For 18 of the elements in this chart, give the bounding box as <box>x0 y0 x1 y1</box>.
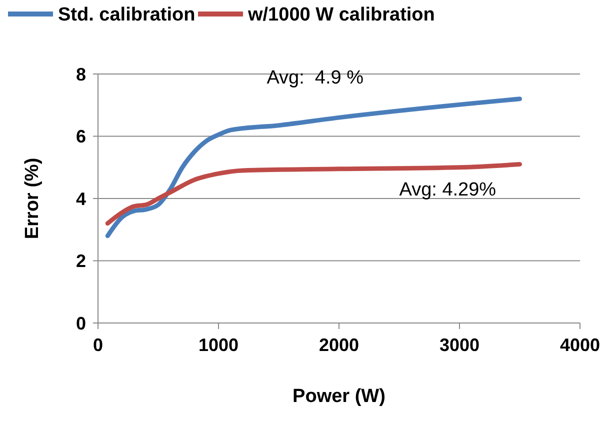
line-series <box>105 96 522 238</box>
annotation: Avg: 4.29% <box>399 179 496 200</box>
legend-label: w/1000 W calibration <box>247 4 435 26</box>
y-tick-label: 2 <box>76 251 86 272</box>
y-tick-label: 0 <box>76 313 86 334</box>
x-axis-title: Power (W) <box>292 386 386 407</box>
y-tick-label: 6 <box>76 126 86 147</box>
x-tick-label: 2000 <box>318 335 360 355</box>
legend-label: Std. calibration <box>58 4 196 26</box>
x-tick-label: 0 <box>92 335 104 355</box>
y-axis-title: Error (%) <box>22 158 43 240</box>
x-tick-label: 3000 <box>439 335 480 355</box>
y-tick-label: 4 <box>76 188 86 209</box>
y-tick-label: 8 <box>76 64 86 84</box>
x-tick-label: 4000 <box>560 335 600 355</box>
annotation: Avg: 4.9 % <box>266 67 364 88</box>
line-series <box>105 162 522 226</box>
x-tick-label: 1000 <box>198 335 239 355</box>
